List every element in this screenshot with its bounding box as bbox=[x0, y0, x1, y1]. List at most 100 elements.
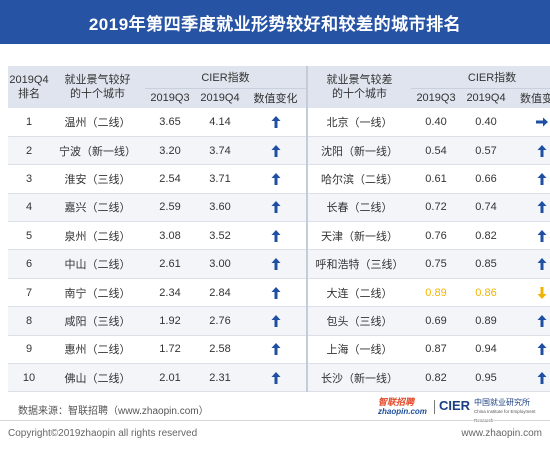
header-cier-index-best: CIER指数 bbox=[145, 66, 308, 89]
best-city-cell: 宁波（新一线） bbox=[50, 136, 145, 166]
best-change-cell bbox=[245, 306, 308, 336]
best-change-cell bbox=[245, 335, 308, 365]
best-city-cell: 南宁（二线） bbox=[50, 278, 145, 308]
arrow-up-icon bbox=[537, 314, 547, 327]
best-q3-cell: 3.20 bbox=[145, 136, 195, 166]
best-city-cell: 泉州（二线） bbox=[50, 221, 145, 251]
worst-q3-cell: 0.75 bbox=[411, 249, 462, 279]
rank-cell: 3 bbox=[8, 164, 50, 194]
best-q4-cell: 3.60 bbox=[195, 193, 245, 223]
arrow-up-icon bbox=[271, 115, 280, 128]
worst-q3-cell: 0.54 bbox=[411, 136, 462, 166]
arrow-up-icon bbox=[271, 172, 280, 185]
best-change-cell bbox=[245, 193, 308, 223]
best-q4-cell: 2.76 bbox=[195, 306, 245, 336]
worst-q3-cell: 0.61 bbox=[411, 164, 462, 194]
cier-logo-cn: 中国就业研究所 bbox=[474, 398, 530, 407]
arrow-up-icon bbox=[271, 314, 280, 327]
worst-change-cell bbox=[511, 193, 550, 223]
best-city-cell: 淮安（三线） bbox=[50, 164, 145, 194]
best-city-cell: 嘉兴（二线） bbox=[50, 193, 145, 223]
header-cier-index-worst: CIER指数 bbox=[411, 66, 550, 89]
logo-divider bbox=[434, 400, 435, 414]
table-row: 7 南宁（二线） 2.34 2.84 大连（二线） 0.89 0.86 bbox=[8, 278, 550, 308]
best-q4-cell: 2.58 bbox=[195, 335, 245, 365]
worst-q3-cell: 0.89 bbox=[411, 278, 462, 308]
header-best-q4: 2019Q4 bbox=[195, 88, 245, 108]
arrow-up-icon bbox=[537, 371, 547, 384]
best-q4-cell: 3.52 bbox=[195, 221, 245, 251]
table-row: 1 温州（二线） 3.65 4.14 北京（一线） 0.40 0.40 bbox=[8, 108, 550, 137]
worst-q4-cell: 0.85 bbox=[461, 249, 512, 279]
ranking-table: 2019Q4 排名 就业景气较好 的十个城市 CIER指数 就业景气较差 的十个城市 … bbox=[8, 66, 550, 393]
rank-cell: 6 bbox=[8, 249, 50, 279]
best-q4-cell: 2.31 bbox=[195, 363, 245, 393]
best-change-cell bbox=[245, 249, 308, 279]
arrow-up-icon bbox=[537, 258, 547, 271]
rank-cell: 9 bbox=[8, 335, 50, 365]
worst-change-cell bbox=[511, 249, 550, 279]
header-worst-cities: 就业景气较差 的十个城市 bbox=[306, 66, 412, 108]
footer-divider bbox=[0, 420, 550, 421]
arrow-up-icon bbox=[271, 201, 280, 214]
worst-q3-cell: 0.72 bbox=[411, 193, 462, 223]
header-best-q3: 2019Q3 bbox=[145, 88, 195, 108]
rank-cell: 10 bbox=[8, 363, 50, 393]
arrow-right-icon bbox=[536, 117, 549, 127]
worst-change-cell bbox=[511, 363, 550, 393]
rank-cell: 2 bbox=[8, 136, 50, 166]
arrow-up-icon bbox=[271, 229, 280, 242]
best-q3-cell: 2.01 bbox=[145, 363, 195, 393]
zhaopin-logo-cn: 智联招聘 bbox=[378, 397, 415, 407]
best-change-cell bbox=[245, 221, 308, 251]
worst-q4-cell: 0.66 bbox=[461, 164, 512, 194]
worst-change-cell bbox=[511, 164, 550, 194]
worst-q4-cell: 0.89 bbox=[461, 306, 512, 336]
best-change-cell bbox=[245, 278, 308, 308]
worst-change-cell bbox=[511, 136, 550, 166]
worst-q3-cell: 0.40 bbox=[411, 108, 462, 137]
header-best-change: 数值变化 bbox=[245, 88, 308, 108]
best-q3-cell: 1.92 bbox=[145, 306, 195, 336]
table-row: 4 嘉兴（二线） 2.59 3.60 长春（二线） 0.72 0.74 bbox=[8, 193, 550, 223]
best-q3-cell: 2.61 bbox=[145, 249, 195, 279]
arrow-up-icon bbox=[537, 172, 547, 185]
header-worst-q3: 2019Q3 bbox=[411, 88, 462, 108]
footer-url: www.zhaopin.com bbox=[461, 428, 542, 439]
data-source-note: 数据来源：智联招聘（www.zhaopin.com） bbox=[18, 406, 209, 417]
header-worst-change: 数值变化 bbox=[511, 88, 550, 108]
worst-city-cell: 长沙（新一线） bbox=[306, 363, 412, 393]
arrow-up-icon bbox=[271, 343, 280, 356]
ranking-table-container: 2019Q4 排名 就业景气较好 的十个城市 CIER指数 就业景气较差 的十个城市 … bbox=[8, 66, 550, 393]
worst-change-cell bbox=[511, 278, 550, 308]
worst-city-cell: 天津（新一线） bbox=[306, 221, 412, 251]
best-q4-cell: 4.14 bbox=[195, 108, 245, 137]
best-q4-cell: 3.71 bbox=[195, 164, 245, 194]
rank-cell: 7 bbox=[8, 278, 50, 308]
worst-change-cell bbox=[511, 221, 550, 251]
best-change-cell bbox=[245, 136, 308, 166]
best-change-cell bbox=[245, 108, 308, 137]
table-row: 8 咸阳（三线） 1.92 2.76 包头（三线） 0.69 0.89 bbox=[8, 306, 550, 336]
arrow-up-icon bbox=[271, 286, 280, 299]
worst-city-cell: 哈尔滨（二线） bbox=[306, 164, 412, 194]
best-city-cell: 温州（二线） bbox=[50, 108, 145, 137]
best-q4-cell: 3.00 bbox=[195, 249, 245, 279]
worst-q3-cell: 0.82 bbox=[411, 363, 462, 393]
worst-change-cell bbox=[511, 335, 550, 365]
table-row: 9 惠州（二线） 1.72 2.58 上海（一线） 0.87 0.94 bbox=[8, 335, 550, 365]
table-row: 10 佛山（二线） 2.01 2.31 长沙（新一线） 0.82 0.95 bbox=[8, 363, 550, 393]
worst-city-cell: 大连（二线） bbox=[306, 278, 412, 308]
cier-logo: CIER bbox=[439, 398, 471, 413]
header-rank: 2019Q4 排名 bbox=[8, 66, 50, 108]
arrow-up-icon bbox=[271, 144, 280, 157]
table-row: 2 宁波（新一线） 3.20 3.74 沈阳（新一线） 0.54 0.57 bbox=[8, 136, 550, 166]
worst-city-cell: 沈阳（新一线） bbox=[306, 136, 412, 166]
arrow-up-icon bbox=[271, 258, 280, 271]
best-q3-cell: 1.72 bbox=[145, 335, 195, 365]
ranking-table-body: 1 温州（二线） 3.65 4.14 北京（一线） 0.40 0.40 2 宁波（新一线） 3.2… bbox=[8, 108, 550, 393]
best-city-cell: 惠州（二线） bbox=[50, 335, 145, 365]
best-city-cell: 咸阳（三线） bbox=[50, 306, 145, 336]
worst-q4-cell: 0.94 bbox=[461, 335, 512, 365]
best-city-cell: 佛山（二线） bbox=[50, 363, 145, 393]
